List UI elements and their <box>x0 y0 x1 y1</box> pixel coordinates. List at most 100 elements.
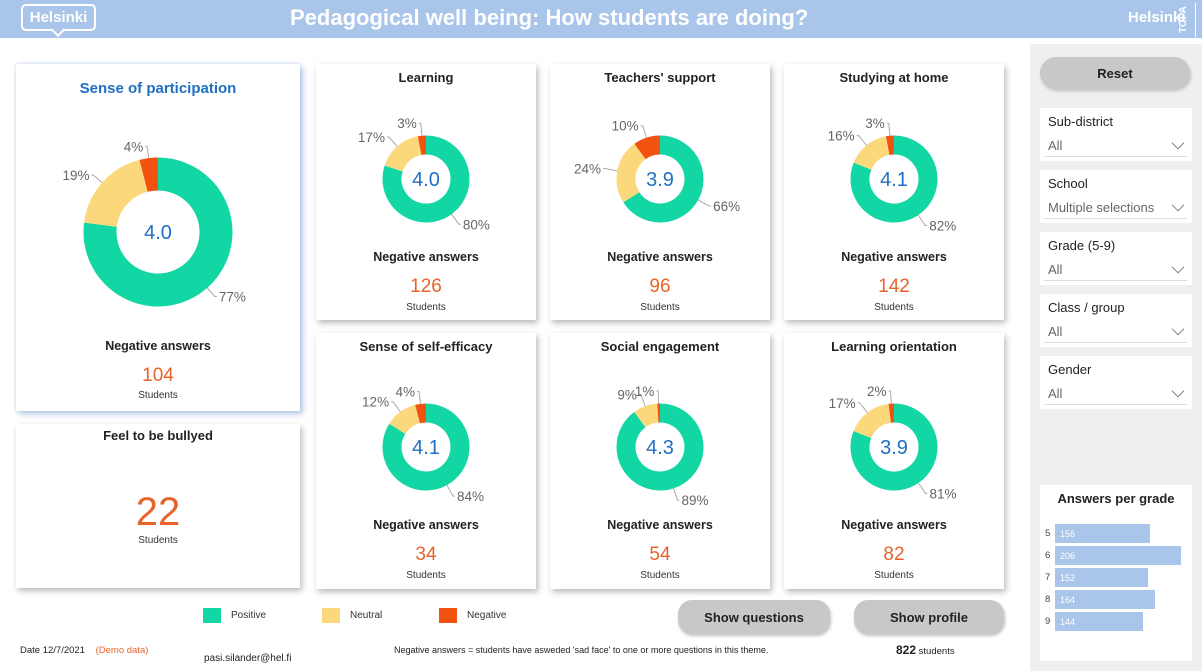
donut-chart-learning-orientation: 81% 17% 2% 3.9 <box>829 384 957 501</box>
grade-label: 8 <box>1045 594 1051 605</box>
percent-label: 82% <box>929 219 956 234</box>
show-questions-button[interactable]: Show questions <box>678 600 830 634</box>
grade-row: 7 152 <box>1045 568 1148 587</box>
reset-button[interactable]: Reset <box>1040 57 1190 89</box>
students-label: Students <box>874 302 914 313</box>
grade-dropdown[interactable]: All <box>1044 259 1187 281</box>
grade-bar: 206 <box>1055 546 1181 565</box>
label-leader-line <box>602 168 618 172</box>
donut-chart-social-engagement: 89% 9%1% 4.3 <box>616 384 709 508</box>
sub-district-dropdown[interactable]: All <box>1044 135 1187 157</box>
card-social-engagement[interactable]: Social engagement 89% 9% 1% 4.3 Negative an… <box>550 333 770 589</box>
segment-negative <box>417 135 427 155</box>
chevron-down-icon <box>1171 384 1185 398</box>
percent-label: 17% <box>358 130 385 145</box>
label-leader-line <box>91 174 103 184</box>
label-leader-line <box>917 214 928 227</box>
negative-answers-label: Negative answers <box>607 518 713 532</box>
label-leader-line <box>888 390 892 404</box>
legend-negative: Negative <box>439 608 506 623</box>
segment-neutral <box>616 143 647 203</box>
label-leader-line <box>391 401 401 413</box>
negative-count: 34 <box>415 544 437 565</box>
dropdown-value: All <box>1048 324 1063 339</box>
segment-negative <box>634 135 661 160</box>
card-learning-orientation[interactable]: Learning orientation 81% 17% 2% 3.9 Negativ… <box>784 333 1004 589</box>
label-leader-line <box>446 484 455 497</box>
dropdown-value: All <box>1048 262 1063 277</box>
percent-label: 77% <box>219 290 246 305</box>
percent-label: 24% <box>574 162 601 177</box>
school-dropdown[interactable]: Multiple selections <box>1044 197 1187 219</box>
card-title: Social engagement <box>600 339 720 354</box>
legend-swatch-positive <box>203 608 221 623</box>
negative-answers-label: Negative answers <box>105 339 211 353</box>
filter-label: Sub-district <box>1048 114 1114 129</box>
students-label: Students <box>138 390 178 401</box>
label-leader-line <box>918 482 928 494</box>
segment-neutral <box>84 159 149 228</box>
card-title: Studying at home <box>839 70 949 85</box>
card-learning[interactable]: Learning 80% 17% 3% 4.0 Negative answers 12… <box>316 64 536 320</box>
negative-answers-label: Negative answers <box>373 250 479 264</box>
segment-positive <box>83 157 233 307</box>
brand-label: Helsinki <box>1128 9 1186 26</box>
average-score: 4.0 <box>412 169 440 191</box>
legend-positive: Positive <box>203 608 266 623</box>
negative-answers-label: Negative answers <box>841 518 947 532</box>
grade-label: 5 <box>1045 528 1051 539</box>
dropdown-value: All <box>1048 386 1063 401</box>
filter-panel: Reset Sub-district All School Multiple s… <box>1030 44 1202 671</box>
grade-bar: 152 <box>1055 568 1148 587</box>
card-self-efficacy[interactable]: Sense of self-efficacy 84% 12% 4% 4.1 Negat… <box>316 333 536 589</box>
percent-label: 17% <box>829 396 856 411</box>
class-group-dropdown[interactable]: All <box>1044 321 1187 343</box>
filter-school: School Multiple selections <box>1040 170 1192 223</box>
card-bullied[interactable]: Feel to be bullyed 22 Students <box>16 424 300 588</box>
label-leader-line <box>638 393 646 407</box>
negative-count: 126 <box>410 276 442 297</box>
legend-neutral: Neutral <box>322 608 382 623</box>
average-score: 4.1 <box>880 169 908 191</box>
total-students: 822 students <box>896 643 955 657</box>
chart-title: Answers per grade <box>1057 491 1175 506</box>
filter-sub-district: Sub-district All <box>1040 108 1192 161</box>
filter-grade: Grade (5-9) All <box>1040 232 1192 285</box>
percent-label: 9% <box>617 387 637 402</box>
negative-answers-label: Negative answers <box>373 518 479 532</box>
donut-chart-self-efficacy: 84% 12% 4% 4.1 <box>362 384 484 504</box>
percent-label: 10% <box>612 119 639 134</box>
legend-swatch-neutral <box>322 608 340 623</box>
chevron-down-icon <box>1171 136 1185 150</box>
dropdown-value: Multiple selections <box>1048 200 1155 215</box>
bullied-count: 22 <box>135 490 181 534</box>
percent-label: 12% <box>362 395 389 410</box>
negative-count: 82 <box>883 544 905 565</box>
segment-positive <box>850 135 938 223</box>
average-score: 4.1 <box>412 437 440 459</box>
percent-label: 19% <box>62 168 89 183</box>
grade-row: 6 206 <box>1045 546 1181 565</box>
average-score: 4.3 <box>646 437 674 459</box>
donut-chart-participation: 77% 19% 4% 4.0 <box>62 140 246 307</box>
grade-bar: 156 <box>1055 524 1150 543</box>
label-leader-line <box>673 488 680 501</box>
gender-dropdown[interactable]: All <box>1044 383 1187 405</box>
segment-negative <box>885 135 895 155</box>
card-teachers-support[interactable]: Teachers' support 66% 24% 10% 3.9 Negative … <box>550 64 770 320</box>
show-profile-button[interactable]: Show profile <box>854 600 1004 634</box>
topa-tag: TOPA <box>1178 3 1196 37</box>
filter-label: School <box>1048 176 1088 191</box>
chevron-down-icon <box>1171 198 1185 212</box>
legend-swatch-negative <box>439 608 457 623</box>
card-participation[interactable]: Sense of participation 77% 19% 4% 4.0 Negat… <box>16 64 300 411</box>
negative-count: 142 <box>878 276 910 297</box>
label-leader-line <box>656 390 660 404</box>
filter-label: Grade (5-9) <box>1048 238 1116 253</box>
card-title: Learning orientation <box>831 339 957 354</box>
total-unit: students <box>918 646 955 657</box>
label-leader-line <box>386 136 398 147</box>
card-studying-at-home[interactable]: Studying at home 82% 16% 3% 4.1 Negative an… <box>784 64 1004 320</box>
legend-label: Neutral <box>350 610 383 621</box>
label-leader-line <box>416 390 422 404</box>
